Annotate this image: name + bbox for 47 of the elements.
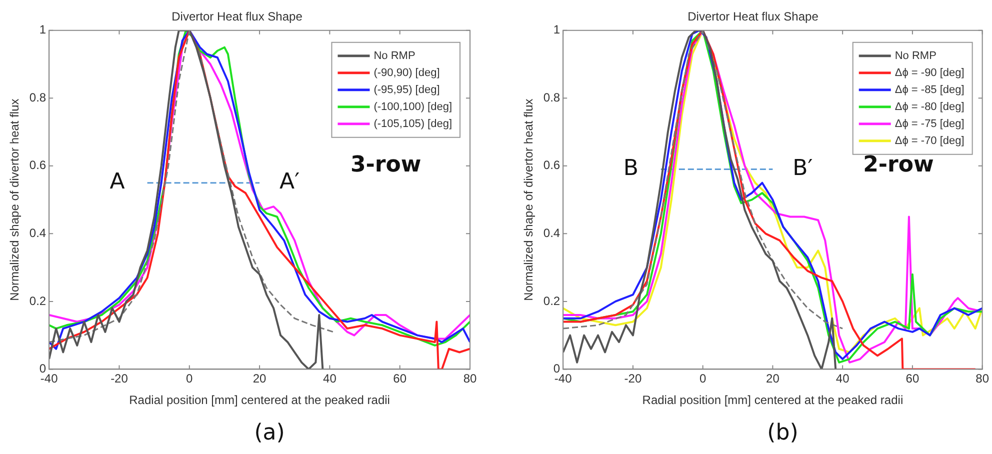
x-axis-title: Radial position [mm] centered at the peaked radii <box>642 393 904 408</box>
x-tick-label: 0 <box>699 372 706 386</box>
chart-title: Divertor Heat flux Shape <box>172 10 303 24</box>
y-tick-label: 0.4 <box>543 226 560 240</box>
x-tick-label: 80 <box>976 372 990 386</box>
legend-label: (-90,90) [deg] <box>374 66 440 79</box>
legend-label: (-95,95) [deg] <box>374 84 440 96</box>
annotation: A <box>110 170 125 195</box>
y-tick-label: 0.8 <box>543 90 560 104</box>
y-tick-label: 0.8 <box>29 90 46 104</box>
annotation: B <box>623 156 638 182</box>
annotation: 3-row <box>350 152 422 178</box>
y-tick-label: 1 <box>553 22 560 37</box>
annotation: A′ <box>280 170 300 195</box>
legend-label: Δϕ = -85 [deg] <box>894 84 964 96</box>
x-tick-label: 40 <box>836 372 850 386</box>
x-axis-title: Radial position [mm] centered at the peaked radii <box>129 393 390 408</box>
x-tick-label: -20 <box>624 372 642 386</box>
text: (b) <box>767 420 798 446</box>
y-axis-title: Normalized shape of divertor heat flux <box>8 98 22 301</box>
annotation: 2-row <box>863 152 934 178</box>
y-tick-label: 0.6 <box>543 158 560 172</box>
y-axis-title: Normalized shape of divertor heat flux <box>522 98 536 301</box>
x-tick-label: 40 <box>323 372 337 386</box>
legend-label: No RMP <box>374 50 416 62</box>
chart-title: Divertor Heat flux Shape <box>688 10 819 24</box>
y-tick-label: 1 <box>39 22 46 37</box>
legend-label: (-105,105) [deg] <box>374 118 452 130</box>
x-tick-label: 20 <box>766 372 780 386</box>
y-tick-label: 0.2 <box>543 294 560 308</box>
legend-label: Δϕ = -70 [deg] <box>894 134 964 147</box>
annotation: B′ <box>792 156 813 182</box>
text: (a) <box>254 420 285 446</box>
x-tick-label: 60 <box>393 372 407 386</box>
legend-label: Δϕ = -75 [deg] <box>894 118 964 130</box>
x-tick-label: 80 <box>463 372 477 386</box>
x-tick-label: -20 <box>110 372 128 386</box>
legend-label: No RMP <box>894 50 936 62</box>
x-tick-label: 20 <box>252 372 267 386</box>
legend-label: Δϕ = -90 [deg] <box>894 66 964 79</box>
legend-label: Δϕ = -80 [deg] <box>894 100 964 113</box>
legend-label: (-100,100) [deg] <box>374 100 452 113</box>
y-tick-label: 0.6 <box>29 158 46 172</box>
y-tick-label: 0.4 <box>29 226 46 240</box>
x-tick-label: 0 <box>186 372 194 386</box>
x-tick-label: 60 <box>906 372 920 386</box>
y-tick-label: 0.2 <box>29 294 46 308</box>
